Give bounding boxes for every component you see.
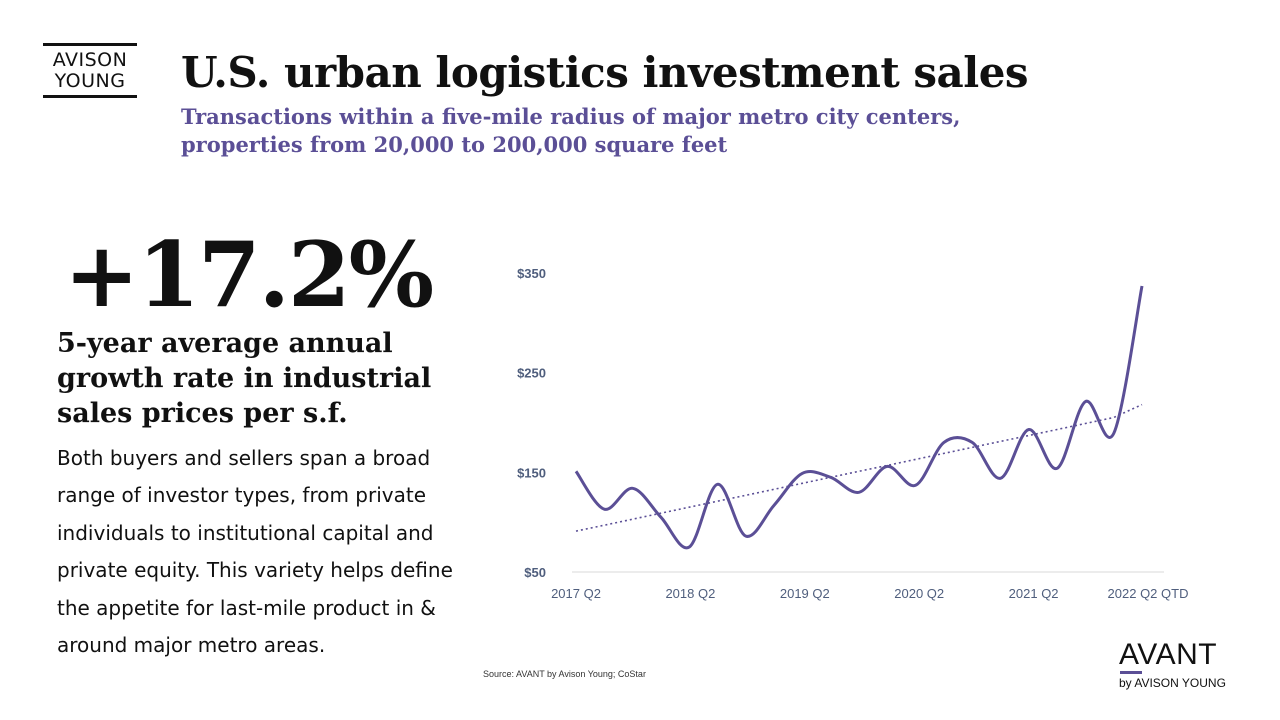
logo-top-rule	[43, 43, 137, 46]
x-tick-label: 2018 Q2	[665, 586, 715, 601]
logo-bottom-rule	[43, 95, 137, 98]
kpi-value: +17.2%	[64, 222, 434, 328]
x-axis: 2017 Q2 2018 Q2 2019 Q2 2020 Q2 2021 Q2 2022 …	[551, 586, 1188, 601]
x-tick-label: 2022 Q2 QTD	[1108, 586, 1189, 601]
avant-byline: by AVISON YOUNG	[1119, 676, 1226, 690]
x-tick-label: 2021 Q2	[1009, 586, 1059, 601]
avant-logo: AVANT by AVISON YOUNG	[1119, 638, 1229, 691]
x-tick-label: 2017 Q2	[551, 586, 601, 601]
y-tick-label: $50	[524, 565, 546, 580]
x-tick-label: 2019 Q2	[780, 586, 830, 601]
page-title: U.S. urban logistics investment sales	[181, 48, 1029, 97]
y-tick-label: $350	[517, 266, 546, 281]
source-note: Source: AVANT by Avison Young; CoStar	[483, 669, 646, 679]
trend-line	[575, 403, 1143, 532]
y-tick-label: $150	[517, 465, 546, 480]
y-tick-label: $250	[517, 366, 546, 381]
kpi-description: Both buyers and sellers span a broad ran…	[57, 446, 453, 658]
page-subtitle: Transactions within a five-mile radius o…	[181, 104, 961, 157]
series-line	[574, 285, 1144, 550]
y-axis: $350 $250 $150 $50	[517, 266, 546, 580]
avant-wordmark: AVANT	[1119, 638, 1218, 671]
line-chart: $350 $250 $150 $50 2017 Q2 2018 Q2 2019 Q2 202…	[517, 266, 1188, 601]
logo-line-1: AVISON	[52, 49, 128, 71]
avison-young-logo: AVISON YOUNG	[43, 43, 137, 98]
avant-underline	[1120, 671, 1142, 674]
x-tick-label: 2020 Q2	[894, 586, 944, 601]
kpi-label: 5-year average annual growth rate in ind…	[57, 328, 432, 429]
logo-line-2: YOUNG	[54, 70, 126, 92]
logo-text: AVISON YOUNG	[43, 46, 137, 95]
